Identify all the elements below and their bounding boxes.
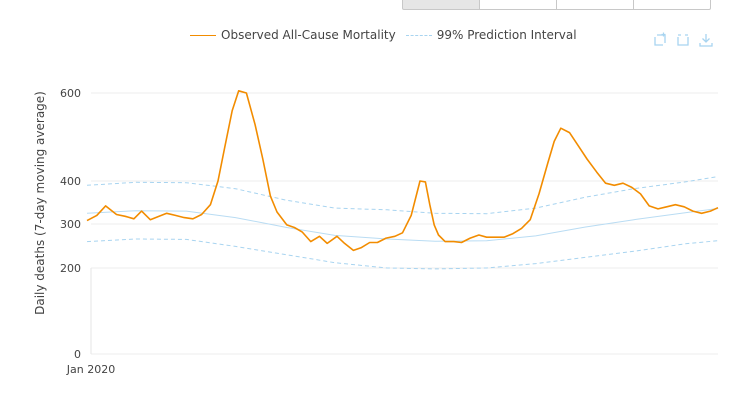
legend-item-observed[interactable]: Observed All-Cause Mortality: [190, 28, 396, 42]
download-icon[interactable]: [698, 32, 714, 48]
legend-swatch-observed: [190, 34, 216, 36]
axes: 0 200 300 400 600 Jan 2020: [60, 87, 115, 376]
y-tick-label-0: 0: [74, 348, 81, 361]
series-line-upper: [86, 176, 719, 215]
legend-swatch-interval: [405, 34, 432, 36]
zoom-reset-icon[interactable]: [675, 32, 691, 48]
series-line-expected: [86, 208, 719, 242]
chart-toolbar: [652, 32, 721, 48]
y-tick-label-300: 300: [60, 218, 81, 231]
series-line-lower: [86, 238, 719, 270]
y-tick-label-600: 600: [60, 87, 81, 100]
zoom-in-icon[interactable]: [652, 32, 668, 48]
legend-item-interval[interactable]: 99% Prediction Interval: [405, 28, 577, 42]
series: [86, 90, 719, 270]
view-toggle-button-4[interactable]: [633, 0, 711, 10]
view-toggle-group: [402, 0, 711, 10]
grid-lines: [91, 92, 718, 355]
x-tick-label-jan-2020: Jan 2020: [66, 363, 115, 376]
y-tick-label-200: 200: [60, 262, 81, 275]
y-tick-label-400: 400: [60, 175, 81, 188]
legend-label-interval: 99% Prediction Interval: [436, 28, 577, 42]
series-line-observed: [86, 90, 719, 252]
chart-legend: Observed All-Cause Mortality 99% Predict…: [190, 28, 587, 42]
legend-label-observed: Observed All-Cause Mortality: [221, 28, 396, 42]
